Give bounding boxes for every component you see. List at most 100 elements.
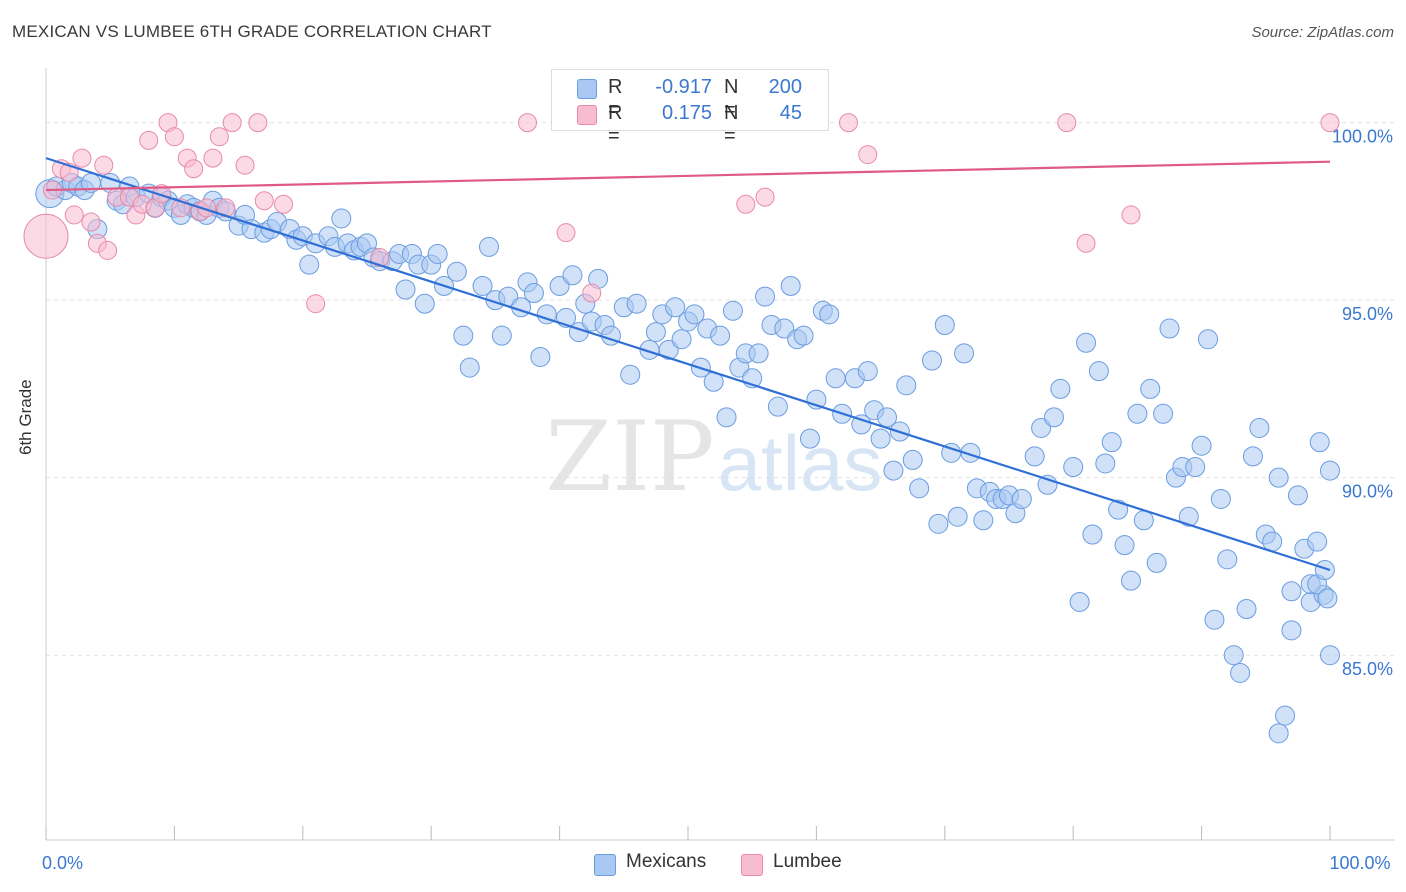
lumbee-point	[370, 248, 390, 268]
mexicans-point	[1230, 662, 1251, 683]
mexicans-point	[825, 368, 846, 389]
mexicans-point	[1210, 488, 1231, 509]
legend-label: Lumbee	[773, 851, 842, 872]
mexicans-point	[973, 510, 994, 531]
mexicans-point	[1307, 531, 1328, 552]
lumbee-point	[23, 213, 69, 259]
mexicans-point	[1011, 488, 1032, 509]
mexicans-point	[1127, 403, 1148, 424]
mexicans-point	[710, 325, 731, 346]
lumbee-swatch	[577, 105, 597, 125]
mexicans-point	[1314, 560, 1335, 580]
mexicans-point	[1204, 609, 1225, 630]
mexicans-point	[793, 325, 814, 346]
mexicans-point	[658, 339, 679, 360]
r-value: -0.917	[655, 76, 712, 98]
mexicans-point	[722, 300, 743, 321]
mexicans-trend-line	[45, 157, 1331, 572]
mexicans-point	[645, 322, 666, 343]
lumbee-point	[582, 283, 602, 303]
lumbee-point	[518, 113, 537, 133]
mexicans-point	[1281, 620, 1302, 641]
x-tick-label: 100.0%	[1329, 853, 1390, 873]
lumbee-point	[81, 212, 101, 232]
lumbee-trend-line	[45, 160, 1331, 192]
mexicans-point	[478, 236, 499, 257]
mexicans-point	[1133, 510, 1154, 531]
n-value: 45	[779, 102, 802, 124]
mexicans-point	[536, 304, 557, 325]
watermark-atlas: atlas	[718, 419, 883, 507]
mexicans-point	[1120, 570, 1141, 591]
mexicans-point	[414, 293, 435, 314]
n-label: N =	[724, 76, 739, 121]
mexicans-point	[1317, 588, 1338, 609]
mexicans-point	[562, 265, 583, 286]
mexicans-point	[1268, 723, 1289, 744]
lumbee-point	[556, 223, 576, 243]
lumbee-point	[98, 240, 118, 260]
legend-label: Mexicans	[626, 851, 707, 872]
mexicans-point	[851, 414, 872, 435]
mexicans-point	[1275, 705, 1296, 726]
mexicans-point	[472, 275, 493, 296]
mexicans-point	[331, 208, 352, 229]
lumbee-point	[839, 113, 858, 133]
lumbee-point	[72, 148, 92, 168]
mexicans-point	[395, 279, 416, 300]
chart-title: MEXICAN VS LUMBEE 6TH GRADE CORRELATION …	[12, 22, 492, 41]
mexicans-point	[620, 364, 641, 385]
lumbee-point	[254, 191, 274, 211]
mexicans-point	[1069, 591, 1090, 612]
mexicans-point	[1281, 581, 1302, 602]
lumbee-point	[209, 127, 229, 147]
mexicans-point	[716, 407, 737, 428]
mexicans-point	[1287, 485, 1308, 506]
lumbee-point	[755, 187, 775, 207]
mexicans-point	[1101, 432, 1122, 453]
mexicans-point	[671, 329, 692, 350]
trend-lines	[45, 157, 1331, 572]
mexicans-point	[883, 460, 904, 481]
lumbee-point	[1057, 113, 1077, 133]
mexicans-point	[1031, 417, 1052, 438]
lumbee-point	[139, 130, 159, 150]
lumbee-point	[248, 113, 268, 133]
mexicans-point	[909, 478, 930, 499]
mexicans-point	[748, 343, 769, 364]
mexicans-point	[934, 315, 955, 335]
mexicans-point	[1146, 552, 1167, 573]
y-tick-label: 85.0%	[1342, 659, 1393, 679]
mexicans-point	[857, 361, 878, 382]
n-value: 200	[768, 76, 802, 98]
lumbee-point	[1121, 205, 1141, 225]
mexicans-point	[1217, 549, 1238, 570]
mexicans-point	[665, 297, 686, 318]
mexicans-point	[960, 442, 981, 463]
mexicans-point	[491, 325, 512, 346]
lumbee-point	[235, 155, 255, 175]
mexicans-point	[459, 357, 480, 378]
mexicans-point	[684, 304, 705, 325]
lumbee-point	[152, 184, 172, 204]
mexicans-swatch	[577, 79, 597, 99]
lumbee-point	[274, 194, 294, 214]
lumbee-point	[858, 145, 878, 165]
mexicans-point	[1185, 457, 1206, 478]
lumbee-point	[736, 194, 756, 214]
tick-labels: 85.0% 90.0% 95.0% 100.0% 0.0% 100.0%	[42, 127, 1393, 873]
lumbee-point	[64, 205, 84, 225]
lumbee-legend-swatch	[741, 854, 763, 876]
mexicans-point	[954, 343, 975, 364]
mexicans-point	[1309, 432, 1330, 453]
lumbee-point	[164, 127, 184, 147]
mexicans-point	[427, 243, 448, 264]
mexicans-point	[1076, 332, 1097, 353]
mexicans-point	[1108, 499, 1129, 520]
mexicans-point	[530, 346, 551, 367]
mexicans-point	[1114, 535, 1135, 556]
mexicans-point	[896, 375, 917, 396]
mexicans-point	[780, 275, 801, 296]
y-tick-label: 90.0%	[1342, 482, 1393, 502]
